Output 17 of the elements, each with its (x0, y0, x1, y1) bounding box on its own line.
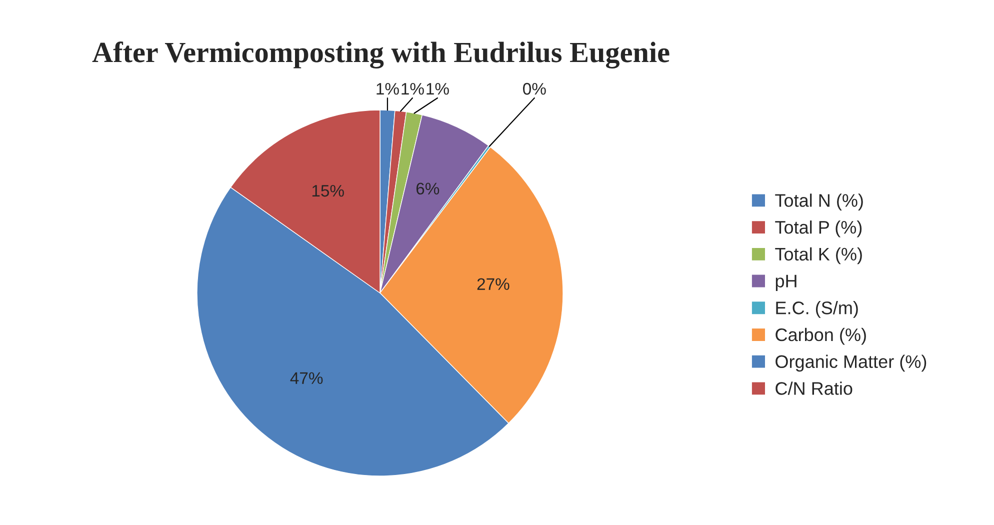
legend-label: Total N (%) (775, 194, 863, 210)
legend-label: Total P (%) (775, 220, 862, 238)
data-label: 1% (376, 82, 399, 95)
legend-label: E.C. (S/m) (776, 301, 858, 318)
legend-label: Carbon (%) (776, 328, 866, 345)
data-label: 47% (290, 372, 323, 384)
data-label: 15% (312, 184, 344, 197)
legend-label: pH (776, 274, 796, 292)
data-label: 1% (402, 82, 424, 95)
data-label: 0% (523, 82, 546, 95)
legend-label: Organic Matter (%) (776, 354, 926, 372)
data-label: 1% (426, 82, 449, 95)
legend-label: Total K (%) (775, 247, 862, 264)
chart-title: After Vermicomposting with Eudrilus Eugenie (92, 42, 670, 68)
legend-label: C/N Ratio (776, 382, 852, 395)
data-label: 6% (416, 182, 440, 195)
data-label: 27% (477, 278, 510, 290)
